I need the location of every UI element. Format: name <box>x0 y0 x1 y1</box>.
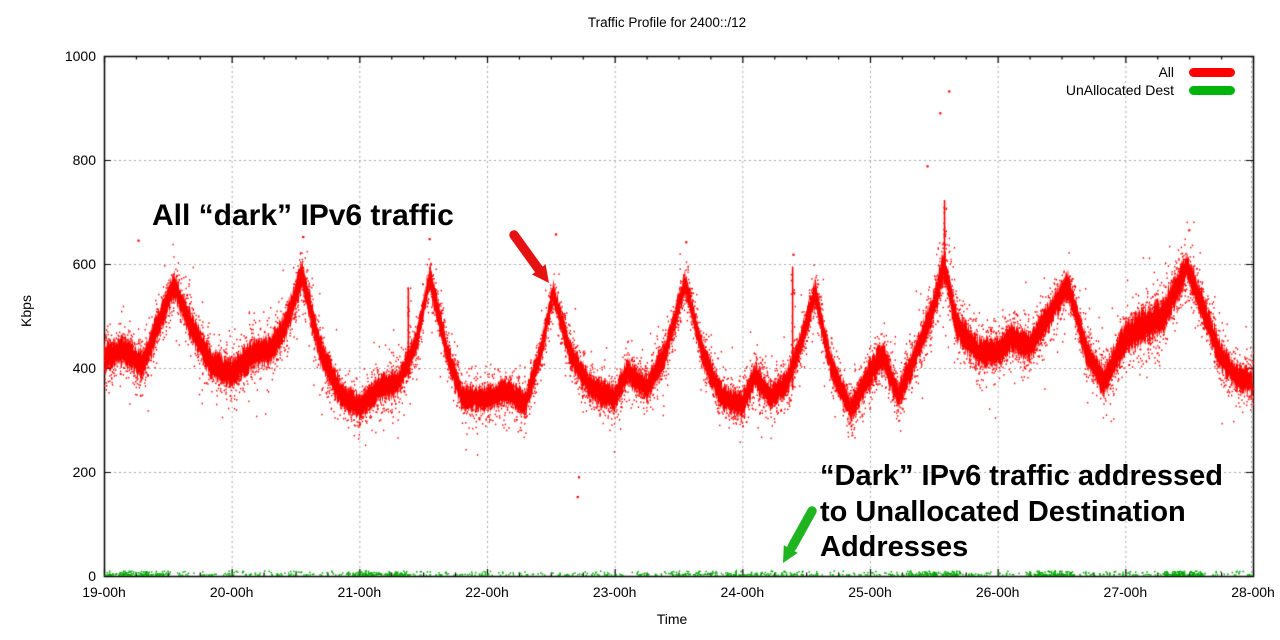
annotation-unallocated-line-2: to Unallocated Destination <box>820 495 1186 528</box>
annotation-all-dark-traffic-text: All “dark” IPv6 traffic <box>152 199 454 232</box>
x-tick-label: 27-00h <box>1103 584 1148 600</box>
legend-label-all: All <box>1158 64 1174 80</box>
legend: All UnAllocated Dest <box>1066 63 1235 99</box>
green-arrow-icon <box>783 506 817 563</box>
y-tick-label: 1000 <box>64 48 96 64</box>
x-axis-label: Time <box>656 611 688 627</box>
red-arrow-icon <box>509 230 549 283</box>
annotation-unallocated-line-1: “Dark” IPv6 traffic addressed <box>820 460 1223 492</box>
legend-entry-all: All <box>1066 63 1235 81</box>
y-tick-label: 800 <box>72 152 96 168</box>
x-tick-label: 24-00h <box>720 584 765 600</box>
x-tick-label: 26-00h <box>975 584 1020 600</box>
x-tick-label: 25-00h <box>848 584 892 600</box>
x-tick-label: 28-00h <box>1231 584 1275 600</box>
annotation-unallocated-line-3: Addresses <box>820 531 969 563</box>
legend-swatch-red-icon <box>1189 67 1235 77</box>
y-axis-label: Kbps <box>18 295 34 327</box>
chart-title: Traffic Profile for 2400::/12 <box>587 15 747 30</box>
x-tick-label: 23-00h <box>592 584 637 600</box>
x-tick-label: 19-00h <box>82 584 126 600</box>
y-tick-label: 400 <box>72 360 96 376</box>
legend-label-unallocated-dest: UnAllocated Dest <box>1065 82 1174 98</box>
x-tick-label: 20-00h <box>209 584 254 600</box>
x-tick-label: 21-00h <box>337 584 382 600</box>
annotation-unallocated-dest-traffic: “Dark” IPv6 traffic addressed to Unalloc… <box>820 459 1223 566</box>
y-tick-label: 600 <box>72 256 96 272</box>
y-tick-label: 0 <box>88 568 96 584</box>
x-tick-label: 22-00h <box>465 584 509 600</box>
legend-entry-unallocated-dest: UnAllocated Dest <box>1066 81 1235 99</box>
legend-swatch-green-icon <box>1189 85 1235 95</box>
annotation-all-dark-traffic: All “dark” IPv6 traffic <box>152 199 454 233</box>
y-tick-label: 200 <box>72 464 96 480</box>
